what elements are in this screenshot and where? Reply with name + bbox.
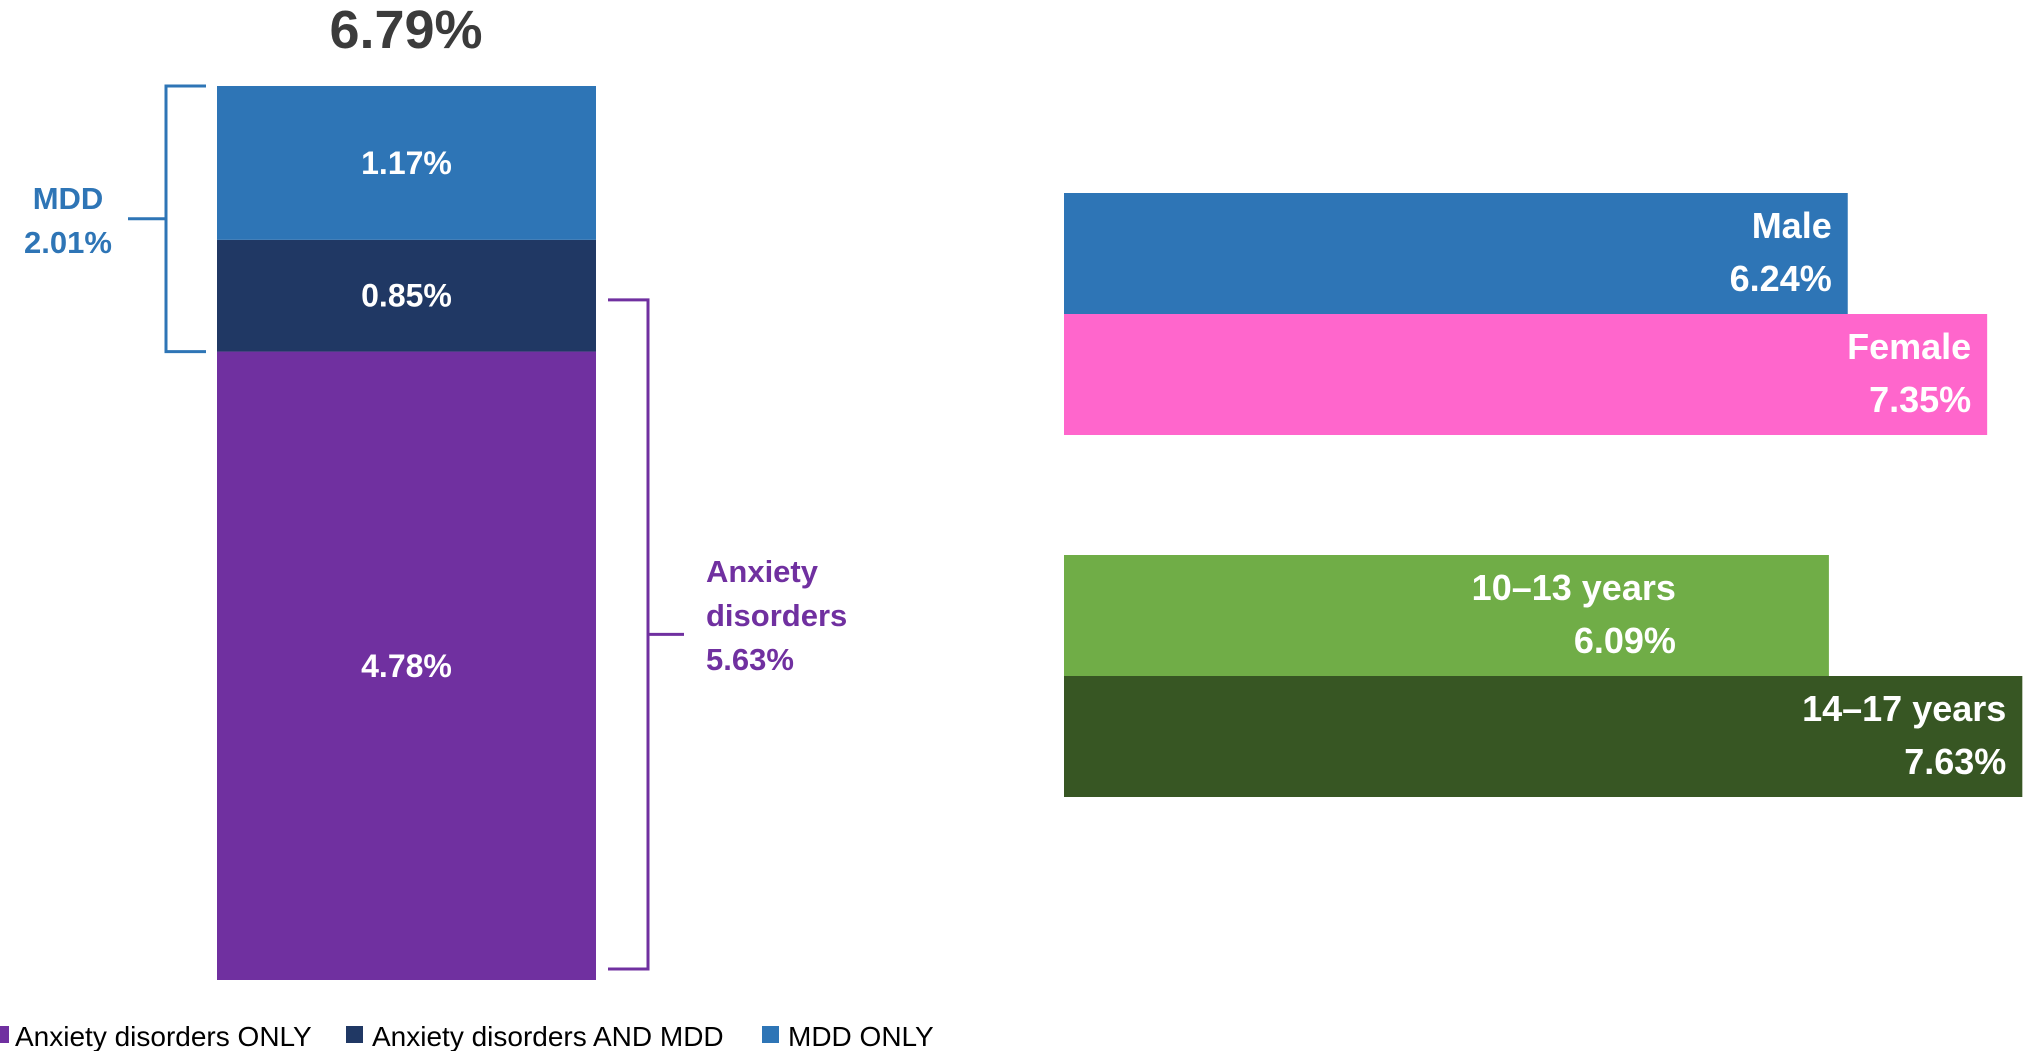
stacked-bar: 4.78% 0.85% 1.17% [217, 86, 596, 981]
legend-label: MDD ONLY [788, 1021, 934, 1051]
stack-segment-label: 4.78% [361, 648, 452, 684]
hbar [1064, 676, 2023, 797]
stacked-total-label: 6.79% [329, 0, 482, 60]
mdd-bracket-label: 2.01% [24, 225, 112, 260]
legend-swatch [346, 1026, 363, 1043]
hbar-category-label: Female [1847, 326, 1971, 367]
anxiety-bracket [608, 298, 684, 971]
legend-swatch [762, 1026, 779, 1043]
hbar-category-label: 14–17 years [1802, 688, 2006, 729]
stack-segment-label: 1.17% [361, 145, 452, 181]
brackets: MDD 2.01% Anxiety disorders 5.63% [24, 84, 847, 971]
legend-swatch [0, 1026, 9, 1043]
stack-segment [217, 86, 596, 240]
hbar-value-label: 7.35% [1869, 379, 1971, 420]
stack-segment [217, 351, 596, 981]
hbar [1064, 193, 1848, 314]
hbar [1064, 314, 1988, 435]
hbar-category-label: Male [1752, 205, 1832, 246]
legend: Anxiety disorders ONLY Anxiety disorders … [0, 1021, 934, 1051]
hbar [1064, 555, 1829, 676]
horizontal-bars: Male 6.24% Female 7.35% 10–13 years 6.09% 14–1… [1064, 193, 2023, 797]
hbar-category-label: 10–13 years [1472, 567, 1676, 608]
mdd-bracket-label: MDD [33, 181, 104, 216]
hbar-value-label: 7.63% [1904, 741, 2006, 782]
mdd-bracket [128, 84, 206, 354]
legend-label: Anxiety disorders ONLY [15, 1021, 312, 1051]
legend-label: Anxiety disorders AND MDD [372, 1021, 724, 1051]
stack-segment-label: 0.85% [361, 278, 452, 314]
hbar-value-label: 6.24% [1730, 258, 1832, 299]
anxiety-bracket-label: Anxiety [706, 554, 819, 589]
hbar-value-label: 6.09% [1574, 620, 1676, 661]
anxiety-bracket-label: disorders [706, 598, 847, 633]
stack-segment [217, 239, 596, 352]
anxiety-bracket-label: 5.63% [706, 642, 794, 677]
